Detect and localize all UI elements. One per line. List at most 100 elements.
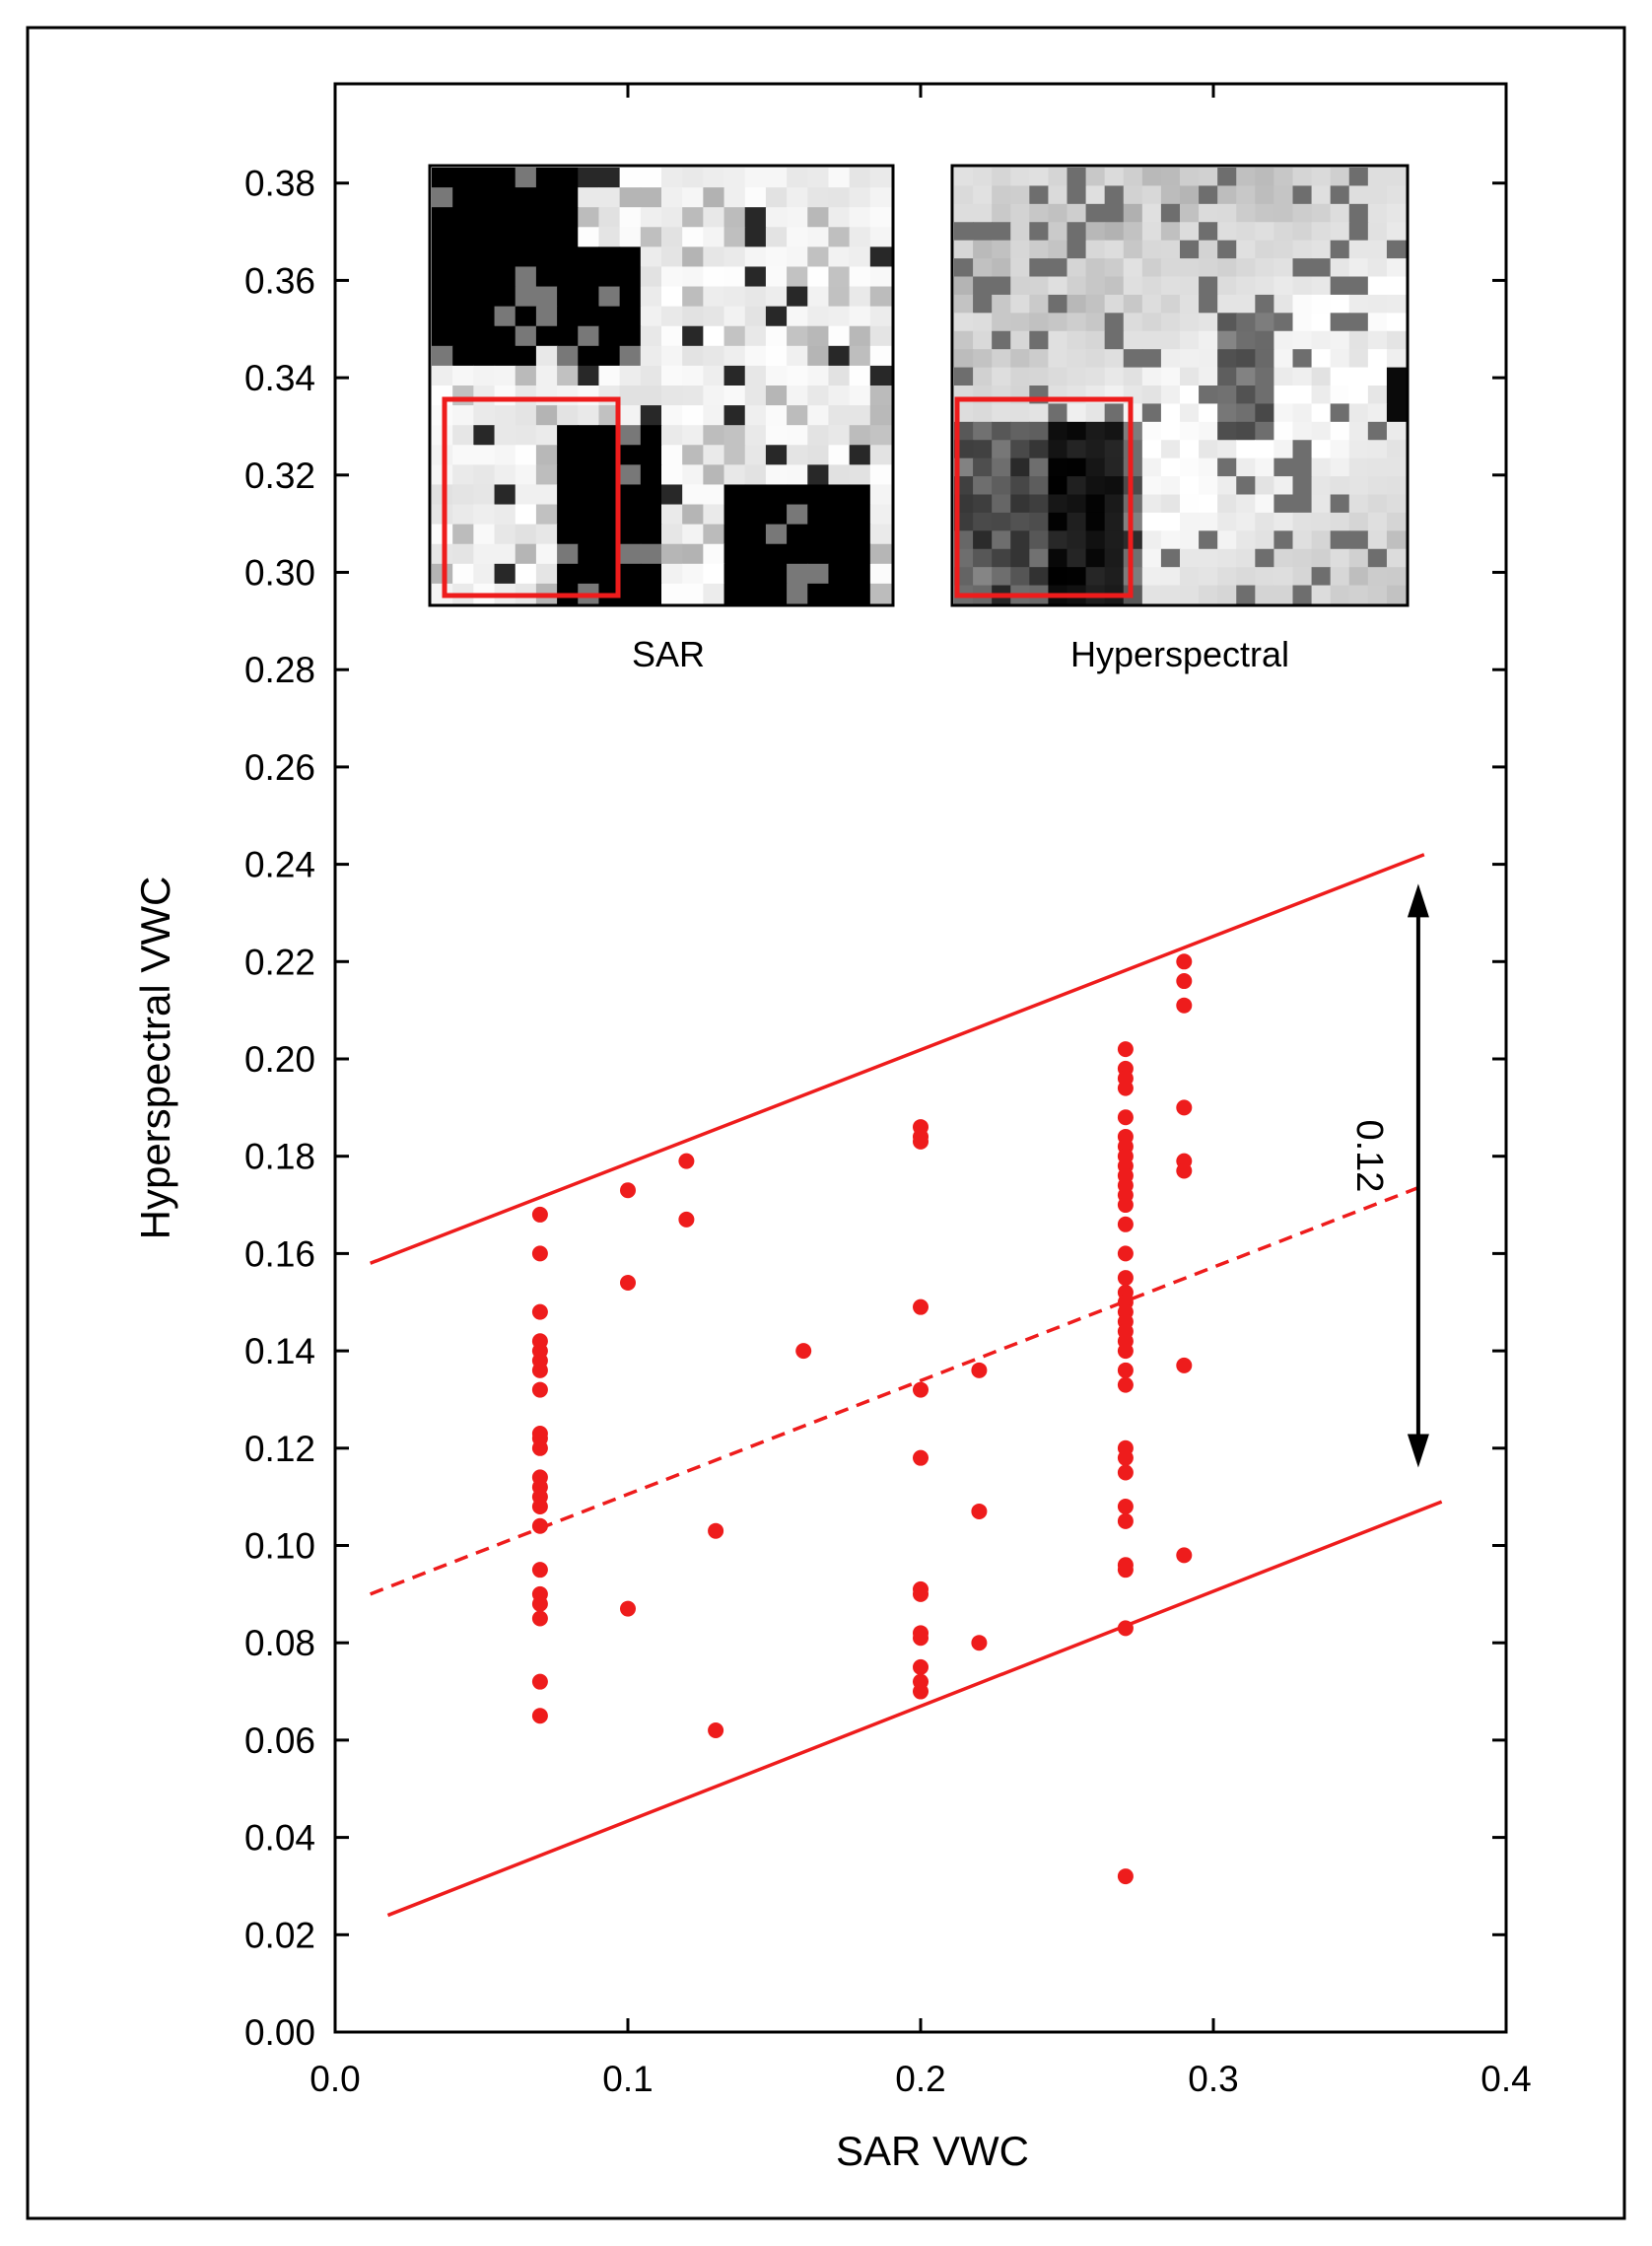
hyperspectral-pixel (1104, 203, 1125, 223)
hyperspectral-pixel (1273, 421, 1294, 441)
sar-pixel (744, 306, 767, 327)
hyperspectral-pixel (1236, 494, 1256, 514)
sar-pixel (765, 266, 788, 288)
sar-pixel (703, 524, 725, 545)
sar-pixel (535, 543, 558, 565)
hyperspectral-pixel (973, 530, 993, 550)
sar-pixel (494, 345, 516, 367)
sar-pixel (682, 445, 704, 465)
hyperspectral-pixel (1386, 512, 1407, 531)
data-point (1176, 973, 1193, 990)
sar-pixel (869, 504, 892, 526)
hyperspectral-pixel (1199, 203, 1218, 223)
hyperspectral-pixel (1123, 548, 1143, 568)
sar-pixel (807, 266, 830, 288)
hyperspectral-pixel (1236, 349, 1256, 369)
hyperspectral-pixel (1123, 440, 1143, 459)
hyperspectral-pixel (1141, 530, 1162, 550)
hyperspectral-pixel (1160, 494, 1181, 514)
sar-pixel (494, 504, 516, 526)
hyperspectral-pixel (1292, 330, 1313, 350)
sar-pixel (723, 445, 746, 465)
hyperspectral-pixel (1010, 294, 1030, 314)
hyperspectral-pixel (1067, 330, 1087, 350)
sar-pixel (557, 425, 579, 446)
sar-pixel (849, 405, 871, 426)
sar-pixel (473, 563, 496, 585)
hyperspectral-pixel (1217, 512, 1237, 531)
sar-pixel (473, 345, 496, 367)
data-point (913, 1381, 929, 1398)
sar-pixel (598, 484, 621, 506)
hyperspectral-pixel (992, 476, 1011, 496)
hyperspectral-pixel (1123, 512, 1143, 531)
sar-pixel (473, 464, 496, 486)
sar-pixel (703, 325, 725, 347)
x-axis-title: SAR VWC (836, 2128, 1029, 2174)
hyperspectral-pixel (1104, 367, 1125, 386)
sar-pixel (640, 464, 662, 486)
sar-pixel (661, 563, 683, 585)
sar-pixel (703, 405, 725, 426)
sar-pixel (557, 405, 579, 426)
hyperspectral-pixel (1029, 567, 1050, 587)
hyperspectral-pixel (1386, 403, 1407, 423)
sar-pixel (661, 168, 683, 188)
hyperspectral-pixel (1386, 421, 1407, 441)
hyperspectral-pixel (1311, 240, 1332, 259)
hyperspectral-pixel (1010, 330, 1030, 350)
hyperspectral-pixel (1386, 185, 1407, 205)
hyperspectral-pixel (1199, 494, 1218, 514)
hyperspectral-pixel (1160, 203, 1181, 223)
sar-pixel (828, 168, 851, 188)
hyperspectral-pixel (1217, 294, 1237, 314)
sar-pixel (723, 365, 746, 386)
sar-pixel (744, 227, 767, 247)
sar-pixel (869, 325, 892, 347)
sar-pixel (682, 386, 704, 406)
data-point (1117, 1562, 1134, 1579)
sar-pixel (828, 445, 851, 465)
hyperspectral-pixel (1330, 494, 1350, 514)
data-point (1117, 1868, 1134, 1885)
data-point (913, 1630, 929, 1647)
hyperspectral-pixel (1067, 403, 1087, 423)
hyperspectral-pixel (1048, 512, 1068, 531)
hyperspectral-pixel (1123, 476, 1143, 496)
sar-inset: SAR (428, 164, 895, 674)
hyperspectral-pixel (1330, 240, 1350, 259)
sar-pixel (598, 464, 621, 486)
sar-pixel (723, 405, 746, 426)
sar-pixel (578, 425, 600, 446)
sar-pixel (807, 484, 830, 506)
sar-pixel (640, 504, 662, 526)
hyperspectral-pixel (1085, 349, 1106, 369)
data-point (971, 1503, 988, 1519)
hyperspectral-pixel (1367, 440, 1388, 459)
sar-pixel (494, 484, 516, 506)
sar-pixel (578, 345, 600, 367)
hyperspectral-pixel (1292, 403, 1313, 423)
hyperspectral-pixel (1236, 313, 1256, 332)
hyperspectral-pixel (1104, 313, 1125, 332)
hyperspectral-pixel (1311, 548, 1332, 568)
data-point (1117, 1245, 1134, 1262)
hyperspectral-pixel (1311, 530, 1332, 550)
hyperspectral-pixel (1255, 421, 1275, 441)
hyperspectral-pixel (1273, 457, 1294, 477)
sar-pixel (807, 405, 830, 426)
sar-pixel (703, 168, 725, 188)
sar-pixel (787, 563, 808, 585)
hyperspectral-pixel (1311, 403, 1332, 423)
hyperspectral-pixel (1048, 494, 1068, 514)
hyperspectral-pixel (1348, 421, 1369, 441)
sar-pixel (432, 246, 453, 268)
hyperspectral-pixel (1180, 403, 1200, 423)
hyperspectral-pixel (1199, 457, 1218, 477)
sar-pixel (640, 286, 662, 308)
hyperspectral-pixel (1273, 222, 1294, 242)
hyperspectral-pixel (1330, 421, 1350, 441)
sar-pixel (723, 168, 746, 188)
hyperspectral-pixel (992, 313, 1011, 332)
hyperspectral-pixel (1048, 403, 1068, 423)
